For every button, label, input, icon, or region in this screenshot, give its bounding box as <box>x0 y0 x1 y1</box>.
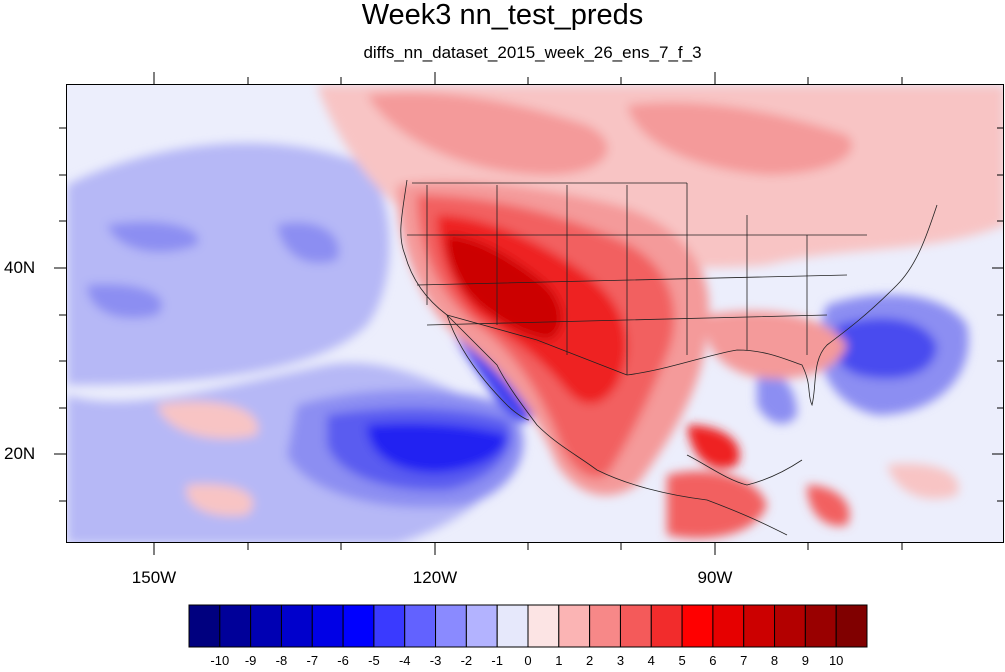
map-field <box>67 85 1003 542</box>
colorbar-swatch <box>280 604 313 648</box>
colorbar-swatch <box>743 604 776 648</box>
colorbar-label: -10 <box>210 653 230 668</box>
x-tick-label-90w: 90W <box>697 568 733 587</box>
colorbar-swatch <box>404 604 437 648</box>
colorbar-label: 2 <box>586 653 594 668</box>
colorbar-swatch <box>496 604 529 648</box>
colorbar-label: 8 <box>770 653 779 668</box>
colorbar-label: 1 <box>555 653 563 668</box>
colorbar-swatch <box>558 604 591 648</box>
x-tick-label-120w: 120W <box>412 568 458 587</box>
coastlines <box>400 179 938 536</box>
colorbar-label: 6 <box>709 653 717 668</box>
colorbar-label: 7 <box>740 653 748 668</box>
colorbar-swatch <box>712 604 745 648</box>
plot-subtitle: diffs_nn_dataset_2015_week_26_ens_7_f_3 <box>363 43 702 62</box>
colorbar-label: -4 <box>398 653 411 668</box>
colorbar-swatch <box>804 604 837 648</box>
colorbar-swatch <box>650 604 683 648</box>
colorbar-label: -7 <box>306 653 319 668</box>
colorbar-swatch <box>835 604 868 648</box>
colorbar-swatch <box>219 604 252 648</box>
colorbar-swatch <box>311 604 344 648</box>
x-tick-label-150w: 150W <box>131 568 177 587</box>
colorbar-label: -9 <box>244 653 257 668</box>
colorbar-label: -3 <box>429 653 442 668</box>
colorbar-label: 10 <box>828 653 844 668</box>
colorbar-label: -8 <box>275 653 288 668</box>
colorbar-swatch <box>342 604 375 648</box>
colorbar-label: -6 <box>337 653 349 668</box>
colorbar-swatch <box>589 604 621 648</box>
colorbar <box>188 604 868 648</box>
colorbar-swatch <box>435 604 467 648</box>
colorbar-swatch <box>188 604 221 648</box>
colorbar-label: -5 <box>368 653 380 668</box>
colorbar-label: 9 <box>801 653 809 668</box>
colorbar-label: 0 <box>524 653 532 668</box>
colorbar-label: -1 <box>491 653 503 668</box>
field-shading <box>67 85 1003 542</box>
colorbar-swatch <box>465 604 498 648</box>
y-tick-label-40n: 40N <box>4 258 36 277</box>
colorbar-swatch <box>774 604 806 648</box>
colorbar-swatch <box>681 604 714 648</box>
colorbar-swatch <box>619 604 652 648</box>
colorbar-label: -2 <box>460 653 473 668</box>
map-panel <box>66 84 1004 543</box>
colorbar-label: 5 <box>678 653 686 668</box>
colorbar-label: 3 <box>616 653 625 668</box>
colorbar-swatch <box>250 604 282 648</box>
colorbar-swatch <box>527 604 560 648</box>
colorbar-swatch <box>373 604 406 648</box>
y-tick-label-20n: 20N <box>4 444 36 463</box>
colorbar-label: 4 <box>647 653 655 668</box>
plot-title: Week3 nn_test_preds <box>361 0 644 31</box>
